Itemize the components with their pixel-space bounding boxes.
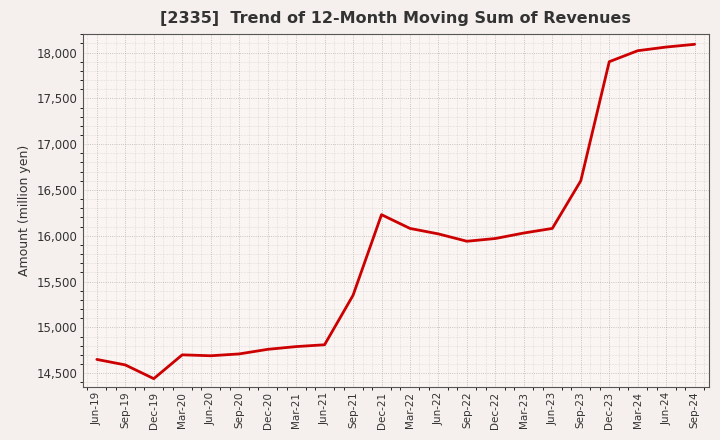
Title: [2335]  Trend of 12-Month Moving Sum of Revenues: [2335] Trend of 12-Month Moving Sum of R… (161, 11, 631, 26)
Y-axis label: Amount (million yen): Amount (million yen) (18, 145, 31, 276)
